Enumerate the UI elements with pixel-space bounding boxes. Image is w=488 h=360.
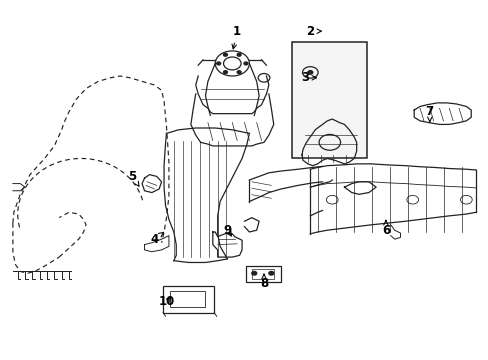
Text: 6: 6 [381, 220, 389, 237]
Bar [245, 266, 281, 282]
Circle shape [244, 62, 247, 65]
Text: 3: 3 [301, 71, 316, 84]
Text: 9: 9 [223, 224, 231, 237]
Bar [163, 286, 214, 313]
Circle shape [223, 71, 227, 73]
Circle shape [237, 71, 241, 73]
Bar [251, 269, 273, 279]
Bar [291, 42, 366, 158]
Circle shape [251, 271, 256, 275]
Text: 5: 5 [128, 170, 139, 186]
Text: 2: 2 [305, 25, 321, 38]
Circle shape [268, 271, 273, 275]
Text: 1: 1 [231, 25, 241, 49]
Circle shape [307, 71, 312, 74]
Bar [170, 291, 205, 307]
Text: 8: 8 [259, 274, 267, 291]
Circle shape [216, 62, 220, 65]
Text: 7: 7 [425, 105, 433, 122]
Circle shape [223, 53, 227, 56]
Text: 10: 10 [158, 296, 174, 309]
Text: 4: 4 [150, 232, 163, 246]
Circle shape [237, 53, 241, 56]
